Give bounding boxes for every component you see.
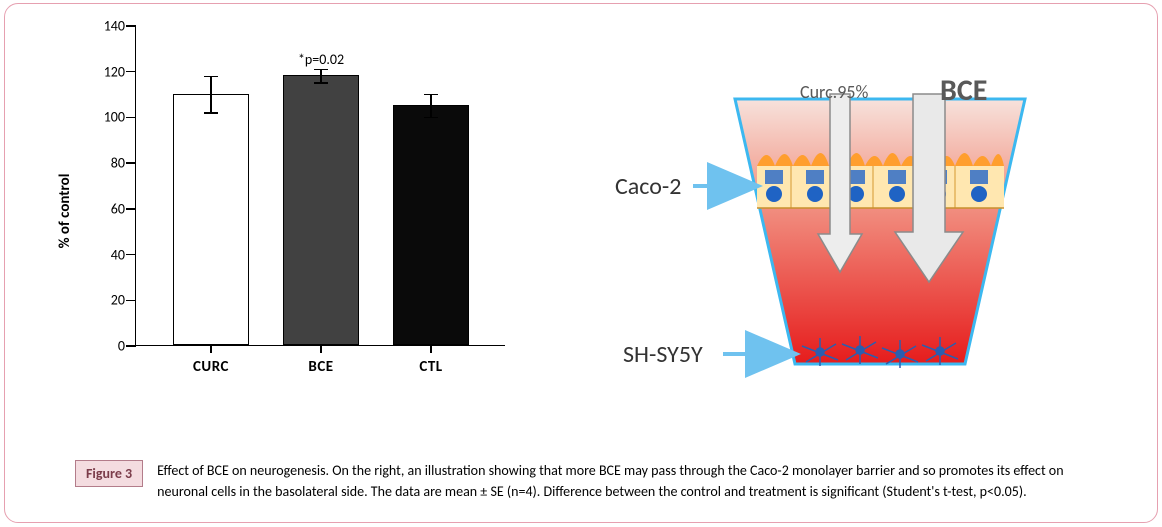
y-tick-label: 100 xyxy=(104,109,125,126)
bar-ctl xyxy=(393,105,469,345)
error-cap xyxy=(424,117,438,119)
error-bar xyxy=(430,95,432,118)
transwell-diagram: Curc.95% BCE Caco-2 SH-SY5Y xyxy=(595,54,1115,404)
y-tick-label: 80 xyxy=(111,155,125,172)
significance-annotation: *p=0.02 xyxy=(298,51,344,68)
error-cap xyxy=(314,82,328,84)
x-tick xyxy=(210,346,212,353)
x-label: CTL xyxy=(419,358,442,376)
label-shsy5y: SH-SY5Y xyxy=(623,340,703,369)
error-bar xyxy=(320,69,322,83)
y-tick xyxy=(126,117,136,119)
caption-text: Effect of BCE on neurogenesis. On the ri… xyxy=(157,460,1095,502)
y-tick-label: 60 xyxy=(111,200,125,217)
y-tick xyxy=(126,300,136,302)
y-tick xyxy=(126,162,136,164)
y-tick xyxy=(126,254,136,256)
x-tick xyxy=(430,346,432,353)
label-curc95: Curc.95% xyxy=(800,81,868,103)
plot-region: 020406080100120140CURCBCE*p=0.02CTL xyxy=(135,26,505,346)
well-outline xyxy=(735,99,1025,364)
figure-frame: % of control 020406080100120140CURCBCE*p… xyxy=(4,3,1158,523)
x-tick xyxy=(320,346,322,353)
error-cap xyxy=(424,94,438,96)
y-tick xyxy=(126,208,136,210)
label-caco2: Caco-2 xyxy=(615,172,681,201)
y-tick-label: 140 xyxy=(104,18,125,35)
error-cap xyxy=(204,112,218,114)
error-cap xyxy=(204,76,218,78)
y-tick-label: 40 xyxy=(111,246,125,263)
y-tick-label: 120 xyxy=(104,63,125,80)
bar-curc xyxy=(173,94,249,345)
y-axis-label: % of control xyxy=(56,174,74,249)
bar-bce xyxy=(283,75,359,345)
y-tick xyxy=(126,71,136,73)
y-tick-label: 0 xyxy=(118,338,125,355)
error-cap xyxy=(314,69,328,71)
y-tick-label: 20 xyxy=(111,292,125,309)
figure-tag: Figure 3 xyxy=(75,460,143,487)
bar-chart: % of control 020406080100120140CURCBCE*p… xyxy=(55,26,525,396)
label-bce: BCE xyxy=(940,72,987,109)
x-label: BCE xyxy=(308,358,333,376)
y-tick xyxy=(126,25,136,27)
y-tick xyxy=(126,345,136,347)
x-label: CURC xyxy=(193,358,229,376)
figure-caption: Figure 3 Effect of BCE on neurogenesis. … xyxy=(75,460,1095,502)
error-bar xyxy=(210,76,212,113)
